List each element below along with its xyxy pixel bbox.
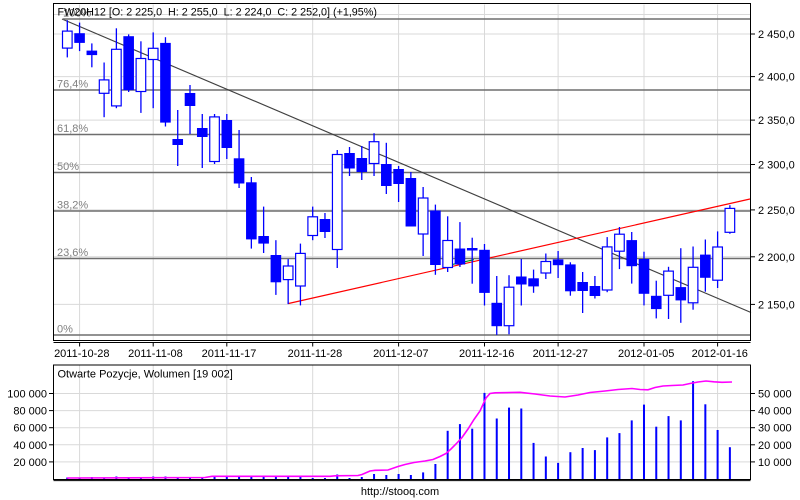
svg-text:60 000: 60 000 [13, 423, 47, 435]
svg-text:40 000: 40 000 [758, 406, 792, 418]
svg-text:2011-11-08: 2011-11-08 [128, 348, 183, 360]
svg-text:100%: 100% [63, 8, 91, 20]
svg-text:2011-11-28: 2011-11-28 [288, 348, 343, 360]
svg-text:http://stooq.com: http://stooq.com [361, 486, 439, 498]
svg-text:2 400,0: 2 400,0 [758, 72, 795, 84]
svg-text:0%: 0% [57, 324, 73, 336]
svg-text:80 000: 80 000 [13, 406, 47, 418]
svg-text:2011-12-07: 2011-12-07 [373, 348, 428, 360]
svg-text:2 200,0: 2 200,0 [758, 252, 795, 264]
svg-text:2012-01-05: 2012-01-05 [618, 348, 674, 360]
svg-text:2 450,0: 2 450,0 [758, 29, 795, 41]
svg-text:2 350,0: 2 350,0 [758, 115, 795, 127]
svg-text:10 000: 10 000 [758, 457, 792, 469]
svg-text:23,6%: 23,6% [57, 247, 88, 259]
svg-text:20 000: 20 000 [758, 440, 792, 452]
svg-text:76,4%: 76,4% [57, 79, 88, 91]
svg-text:2011-11-17: 2011-11-17 [202, 348, 257, 360]
svg-text:2 300,0: 2 300,0 [758, 160, 795, 172]
svg-text:30 000: 30 000 [758, 423, 792, 435]
svg-text:2012-01-16: 2012-01-16 [692, 348, 748, 360]
svg-text:2 250,0: 2 250,0 [758, 205, 795, 217]
svg-text:FW20H12 [O: 2 225,0 H: 2 255,: FW20H12 [O: 2 225,0 H: 2 255,0 L: 2 224,… [58, 7, 377, 19]
svg-text:2 150,0: 2 150,0 [758, 299, 795, 311]
svg-text:40 000: 40 000 [13, 440, 47, 452]
svg-text:50%: 50% [57, 161, 79, 173]
svg-text:50 000: 50 000 [758, 389, 792, 401]
svg-text:20 000: 20 000 [13, 457, 47, 469]
svg-text:38,2%: 38,2% [57, 200, 88, 212]
svg-text:Otwarte Pozycje, Wolumen [19 0: Otwarte Pozycje, Wolumen [19 002] [58, 369, 233, 381]
svg-text:2011-10-28: 2011-10-28 [54, 348, 109, 360]
svg-text:2011-12-16: 2011-12-16 [459, 348, 514, 360]
svg-text:2011-12-27: 2011-12-27 [533, 348, 588, 360]
svg-text:61,8%: 61,8% [57, 123, 88, 135]
svg-text:100 000: 100 000 [7, 389, 47, 401]
